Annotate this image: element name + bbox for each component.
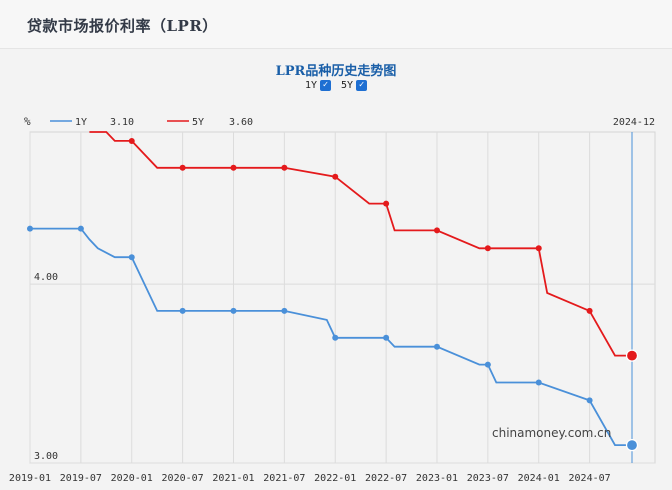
data-point-1y xyxy=(128,254,135,261)
toggle-5y-label: 5Y xyxy=(341,80,354,91)
x-tick-label: 2023-01 xyxy=(416,473,458,484)
legend-label-1y: 1Y xyxy=(75,117,87,128)
chart-panel xyxy=(0,49,672,490)
chart-legend: % 1Y 3.10 5Y 3.60 2024-12 xyxy=(24,115,655,128)
cursor-point-1y xyxy=(625,439,639,452)
y-tick-label: 3.00 xyxy=(34,451,58,462)
x-tick-label: 2023-07 xyxy=(467,473,509,484)
page-header: 贷款市场报价利率（LPR） xyxy=(0,0,672,49)
x-tick-label: 2024-01 xyxy=(518,473,560,484)
data-point-5y xyxy=(433,227,440,234)
data-point-5y xyxy=(128,137,135,144)
series-lines xyxy=(30,131,632,446)
legend-label-5y: 5Y xyxy=(192,117,204,128)
legend-value-5y: 3.60 xyxy=(229,117,253,128)
legend-value-1y: 3.10 xyxy=(110,117,134,128)
x-tick-label: 2022-07 xyxy=(365,473,407,484)
cursor-date-label: 2024-12 xyxy=(613,117,655,128)
data-point-1y xyxy=(179,307,186,314)
data-point-5y xyxy=(332,173,339,180)
checkbox-checked-icon[interactable]: ✓ xyxy=(320,80,331,91)
data-point-5y xyxy=(586,307,593,314)
x-tick-label: 2021-07 xyxy=(263,473,305,484)
x-tick-label: 2020-07 xyxy=(162,473,204,484)
data-point-5y xyxy=(230,164,237,171)
data-point-5y xyxy=(383,200,390,207)
data-point-5y xyxy=(535,245,542,252)
y-tick-label: 4.00 xyxy=(34,272,58,283)
data-point-1y xyxy=(586,397,593,404)
y-unit-label: % xyxy=(24,115,31,128)
x-tick-label: 2019-01 xyxy=(9,473,51,484)
data-point-1y xyxy=(535,379,542,386)
x-tick-label: 2019-07 xyxy=(60,473,102,484)
cursor-point-5y xyxy=(625,349,639,362)
chart-grid: 2019-01 2019-07 2020-01 2020-07 2021-01 2021-… xyxy=(9,131,656,484)
data-point-1y xyxy=(230,307,237,314)
data-point-1y xyxy=(433,343,440,350)
data-point-1y xyxy=(27,225,33,232)
x-tick-label: 2020-01 xyxy=(111,473,153,484)
data-point-5y xyxy=(179,164,186,171)
data-point-1y xyxy=(383,334,390,341)
data-point-5y xyxy=(281,164,288,171)
data-point-1y xyxy=(77,225,84,232)
x-tick-label: 2021-01 xyxy=(212,473,254,484)
x-tick-label: 2022-01 xyxy=(314,473,356,484)
watermark-text: chinamoney.com.cn xyxy=(492,426,611,440)
series-line-1y xyxy=(30,227,632,446)
data-point-1y xyxy=(281,307,288,314)
data-point-5y xyxy=(484,245,491,252)
checkbox-checked-icon[interactable]: ✓ xyxy=(356,80,368,91)
page-title: 贷款市场报价利率（LPR） xyxy=(27,17,218,35)
series-toggles: 1Y ✓ 5Y ✓ xyxy=(0,80,672,91)
toggle-5y[interactable]: 5Y ✓ xyxy=(341,80,368,91)
data-point-1y xyxy=(332,334,339,341)
chart-title: LPR品种历史走势图 xyxy=(275,64,397,79)
series-markers xyxy=(27,137,639,452)
toggle-1y-label: 1Y xyxy=(304,80,317,91)
data-point-1y xyxy=(484,361,491,368)
series-line-5y xyxy=(89,131,632,357)
x-tick-label: 2024-07 xyxy=(569,473,611,484)
toggle-1y[interactable]: 1Y ✓ xyxy=(305,80,331,91)
